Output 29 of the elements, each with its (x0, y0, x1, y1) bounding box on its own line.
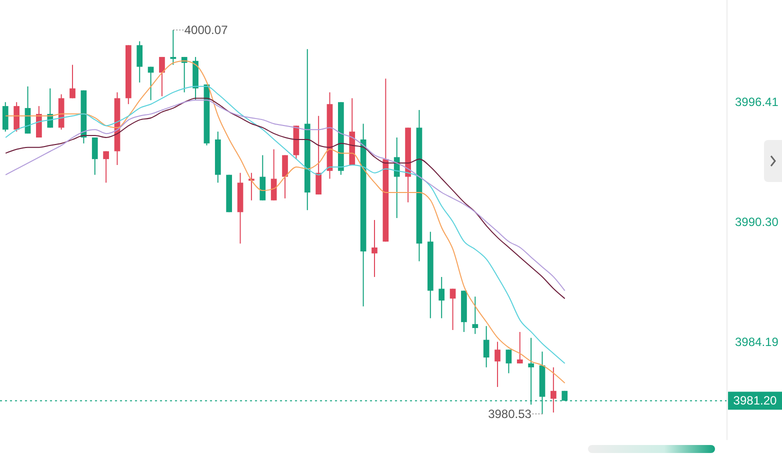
candlestick (14, 102, 20, 132)
candlestick (494, 341, 500, 388)
y-tick-label: 3990.30 (735, 215, 779, 230)
y-tick-label: 3996.41 (735, 95, 779, 110)
candlestick (506, 349, 512, 374)
annotation: 4000.07 (184, 23, 228, 38)
candlestick (270, 148, 277, 201)
candlestick (394, 137, 400, 219)
candlestick (70, 64, 76, 99)
candlestick (516, 331, 523, 364)
annotation: 3980.53 (488, 406, 532, 421)
candlestick (438, 276, 445, 319)
candlestick (159, 56, 165, 97)
candlestick (550, 366, 556, 413)
candlestick (170, 30, 176, 66)
candlestick (136, 40, 143, 83)
candlestick (282, 154, 288, 199)
candlestick (260, 154, 266, 201)
candlestick (92, 137, 98, 176)
y-tick-label: 3984.19 (735, 335, 779, 350)
candlestick (316, 115, 322, 195)
candlestick (103, 150, 109, 184)
candlestick (372, 220, 378, 278)
candlestick (450, 288, 456, 330)
candlestick (36, 106, 42, 138)
ref-line-label: 3981.20 (733, 394, 778, 408)
candlestick (483, 326, 490, 368)
candlestick (2, 102, 8, 132)
candlestick (472, 296, 478, 334)
